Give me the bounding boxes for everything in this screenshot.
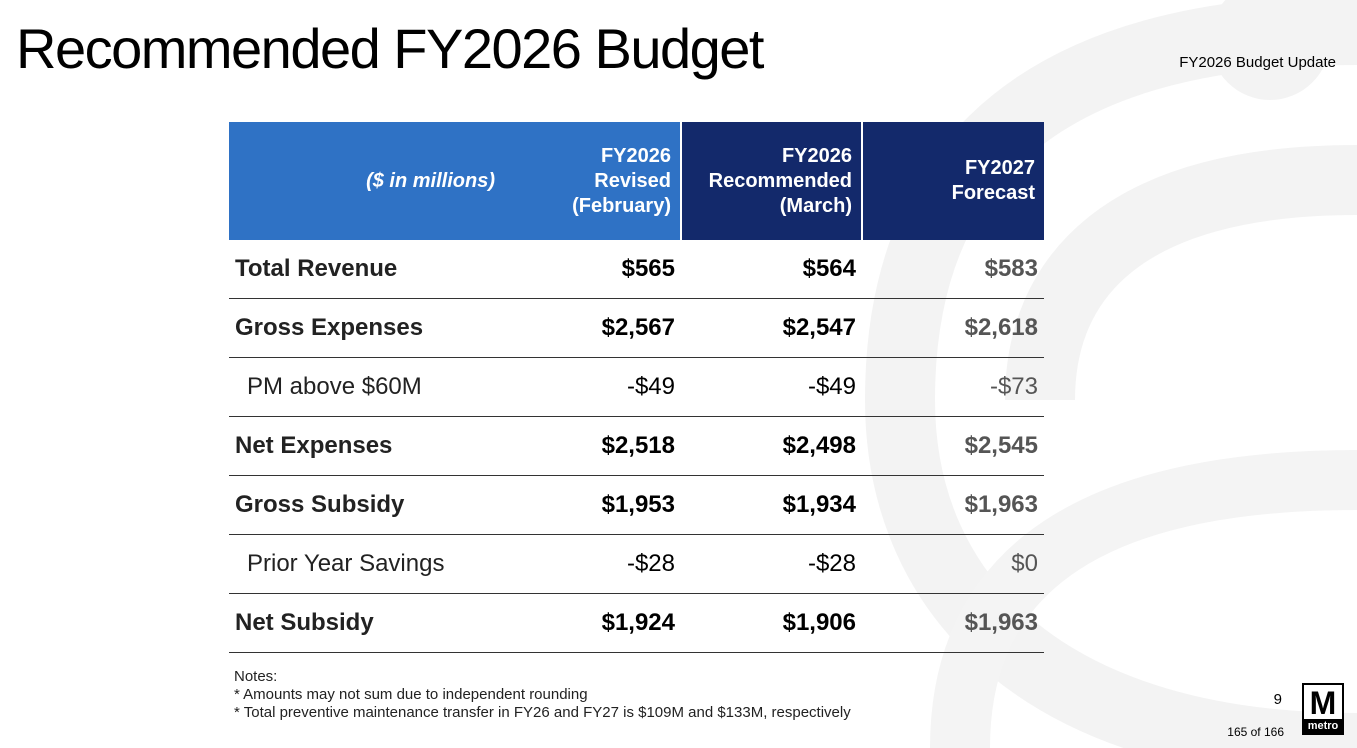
cell-forecast: $0 (862, 534, 1044, 594)
note-item: * Total preventive maintenance transfer … (234, 704, 851, 721)
cell-recommended: $564 (681, 240, 862, 299)
cell-revised: $565 (504, 240, 681, 299)
cell-recommended: -$28 (681, 534, 862, 594)
metro-logo-word: metro (1304, 719, 1342, 733)
cell-revised: $1,953 (504, 475, 681, 535)
cell-revised: -$49 (504, 357, 681, 417)
page-title: Recommended FY2026 Budget (16, 17, 765, 80)
row-label: Gross Expenses (229, 298, 504, 358)
cell-recommended: $2,547 (681, 298, 862, 358)
cell-revised: $1,924 (504, 593, 681, 653)
row-label: Prior Year Savings (229, 534, 504, 594)
row-label: Gross Subsidy (229, 475, 504, 535)
cell-forecast: $2,618 (862, 298, 1044, 358)
cell-forecast: $1,963 (862, 475, 1044, 535)
row-label: Net Expenses (229, 416, 504, 476)
document-subtitle: FY2026 Budget Update (1179, 54, 1336, 71)
cell-revised: $2,518 (504, 416, 681, 476)
cell-forecast: $583 (862, 240, 1044, 299)
table-row: Net Expenses $2,518 $2,498 $2,545 (229, 416, 1044, 476)
cell-recommended: $2,498 (681, 416, 862, 476)
cell-recommended: -$49 (681, 357, 862, 417)
table-header-row: ($ in millions) FY2026 Revised (February… (229, 122, 1044, 240)
cell-revised: $2,567 (504, 298, 681, 358)
column-header-fy2027-forecast: FY2027 Forecast (861, 122, 1044, 240)
column-header-fy2026-revised: FY2026 Revised (February) (504, 122, 681, 240)
table-row: Net Subsidy $1,924 $1,906 $1,963 (229, 593, 1044, 653)
cell-recommended: $1,906 (681, 593, 862, 653)
row-label: Total Revenue (229, 240, 504, 299)
note-item: * Amounts may not sum due to independent… (234, 686, 588, 703)
table-row: Prior Year Savings -$28 -$28 $0 (229, 534, 1044, 594)
column-header-fy2026-recommended: FY2026 Recommended (March) (680, 122, 862, 240)
notes-section: Notes: * Amounts may not sum due to inde… (234, 668, 851, 722)
row-label: Net Subsidy (229, 593, 504, 653)
cell-recommended: $1,934 (681, 475, 862, 535)
metro-logo: M metro (1302, 683, 1344, 735)
cell-forecast: $2,545 (862, 416, 1044, 476)
page-count: 165 of 166 (1227, 725, 1284, 739)
page-number: 9 (1273, 691, 1282, 708)
notes-heading: Notes: (234, 668, 278, 685)
table-row: Gross Subsidy $1,953 $1,934 $1,963 (229, 475, 1044, 535)
table-row: PM above $60M -$49 -$49 -$73 (229, 357, 1044, 417)
cell-forecast: -$73 (862, 357, 1044, 417)
budget-table: ($ in millions) FY2026 Revised (February… (229, 122, 1044, 653)
table-row: Gross Expenses $2,567 $2,547 $2,618 (229, 298, 1044, 358)
cell-revised: -$28 (504, 534, 681, 594)
cell-forecast: $1,963 (862, 593, 1044, 653)
table-row: Total Revenue $565 $564 $583 (229, 240, 1044, 299)
row-label: PM above $60M (229, 357, 504, 417)
metro-logo-letter: M (1309, 685, 1337, 721)
units-label: ($ in millions) (229, 122, 504, 240)
